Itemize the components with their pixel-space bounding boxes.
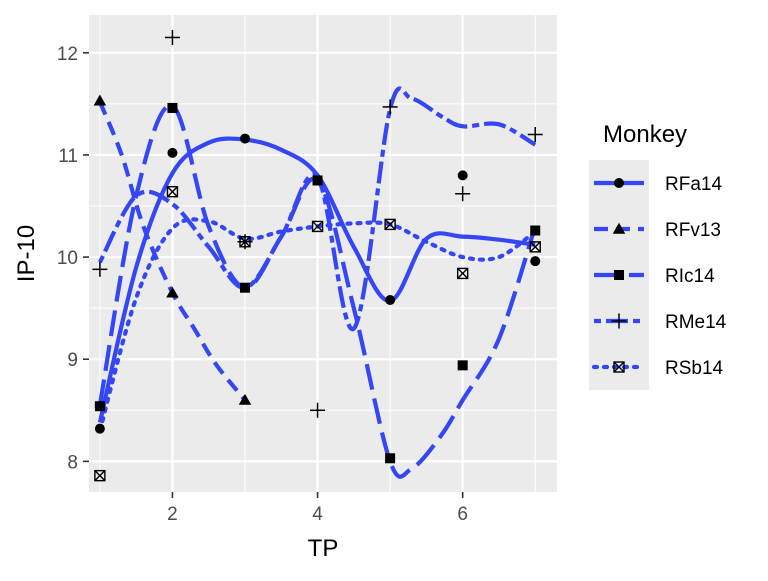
data-point-circle [457,170,468,181]
legend-item-RFv13: RFv13 [589,206,721,252]
data-point-square-x [311,220,324,233]
series-points [92,29,543,482]
data-point-square-x [166,186,179,198]
data-point-square-x [239,236,251,248]
data-point-square-x [613,361,625,373]
data-point-triangle [238,393,252,405]
data-point-square [385,453,396,464]
data-point-circle [614,178,624,188]
legend-item-RIc14: RIc14 [589,252,715,298]
series-line-RFa14 [97,136,536,423]
y-axis-title: IP-10 [13,225,40,282]
legend-item-RFa14: RFa14 [589,160,722,206]
data-point-square [530,225,541,236]
y-tick-label: 8 [67,452,78,473]
data-point-square-x [456,267,469,280]
data-point-square-x [384,218,396,231]
data-point-plus [455,186,471,202]
data-point-circle [530,256,541,267]
data-point-circle [385,294,396,305]
data-point-triangle [93,94,107,106]
series-line-RMe14 [98,86,537,331]
data-point-circle [240,133,250,144]
legend: Monkey RFa14 RFv13 RIc14 RMe14 RSb14 [589,121,727,390]
y-axis: 8 9 10 11 12 [57,44,89,473]
legend-label: RFa14 [665,174,722,195]
y-tick-label: 10 [57,248,78,269]
data-point-square [614,270,624,280]
data-point-plus [611,313,627,329]
plot-background [89,15,557,492]
y-tick-label: 9 [67,350,78,371]
x-tick-label: 4 [312,504,323,525]
x-axis: 2 4 6 [167,492,468,525]
x-tick-label: 2 [167,504,178,525]
data-point-plus [382,99,398,115]
legend-label: RMe14 [665,312,727,333]
y-tick-label: 11 [58,146,78,167]
data-point-triangle [612,222,626,234]
data-point-circle [94,423,105,434]
data-point-square [457,360,468,371]
legend-label: RSb14 [665,358,724,379]
data-point-triangle [166,286,179,298]
data-point-square [240,282,250,293]
x-axis-title: TP [308,535,339,562]
legend-item-RSb14: RSb14 [589,344,724,390]
data-point-plus [164,29,180,45]
series-line-RSb14 [97,217,538,433]
data-point-square [94,401,105,412]
data-point-plus [92,261,108,277]
series-line-RIc14 [97,103,538,479]
legend-label: RIc14 [665,266,715,287]
data-point-square [167,102,178,113]
data-point-square-x [529,241,541,253]
legend-label: RFv13 [665,220,721,241]
data-point-circle [167,147,178,158]
data-point-square-x [94,469,106,482]
legend-title: Monkey [603,121,687,148]
y-tick-label: 12 [57,44,78,65]
x-tick-label: 6 [457,504,468,525]
data-point-plus [527,127,543,143]
data-point-square [312,175,323,186]
data-point-plus [310,402,326,418]
legend-item-RMe14: RMe14 [589,298,727,344]
